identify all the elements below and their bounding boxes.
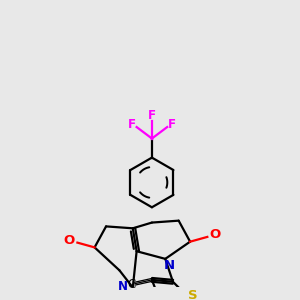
Text: S: S	[188, 289, 198, 300]
Text: O: O	[209, 229, 220, 242]
Text: N: N	[118, 280, 128, 293]
Text: N: N	[164, 259, 175, 272]
Text: F: F	[148, 109, 156, 122]
Text: O: O	[63, 234, 74, 247]
Text: F: F	[168, 118, 176, 131]
Text: C: C	[128, 278, 136, 291]
Text: F: F	[128, 118, 136, 131]
